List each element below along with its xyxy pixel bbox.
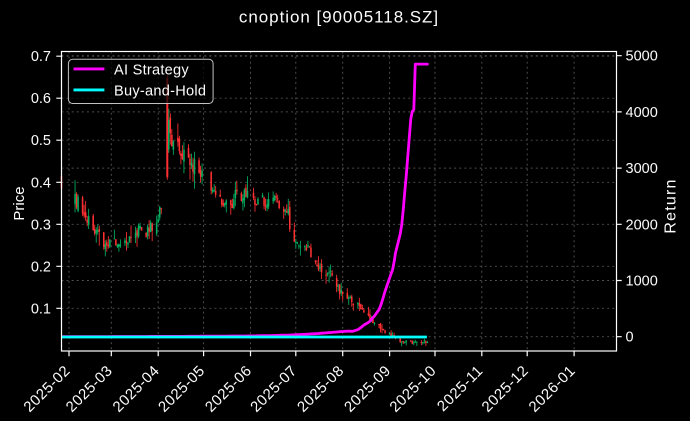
svg-text:0.7: 0.7 (31, 49, 51, 65)
svg-text:4000: 4000 (626, 105, 658, 121)
svg-text:2000: 2000 (626, 217, 658, 233)
svg-text:Return: Return (663, 178, 680, 233)
svg-text:Buy-and-Hold: Buy-and-Hold (114, 83, 206, 99)
svg-text:0.4: 0.4 (31, 175, 51, 191)
svg-text:3000: 3000 (626, 161, 658, 177)
svg-text:AI Strategy: AI Strategy (114, 62, 189, 78)
svg-text:5000: 5000 (626, 49, 658, 65)
svg-text:0.3: 0.3 (31, 217, 51, 233)
svg-text:1000: 1000 (626, 274, 658, 290)
svg-text:0.1: 0.1 (31, 301, 51, 317)
svg-text:0: 0 (626, 330, 634, 346)
svg-text:0.5: 0.5 (31, 133, 51, 149)
svg-text:0.6: 0.6 (31, 91, 51, 107)
svg-text:0.2: 0.2 (31, 259, 51, 275)
svg-text:Price: Price (11, 186, 28, 220)
svg-text:cnoption [90005118.SZ]: cnoption [90005118.SZ] (239, 8, 439, 27)
